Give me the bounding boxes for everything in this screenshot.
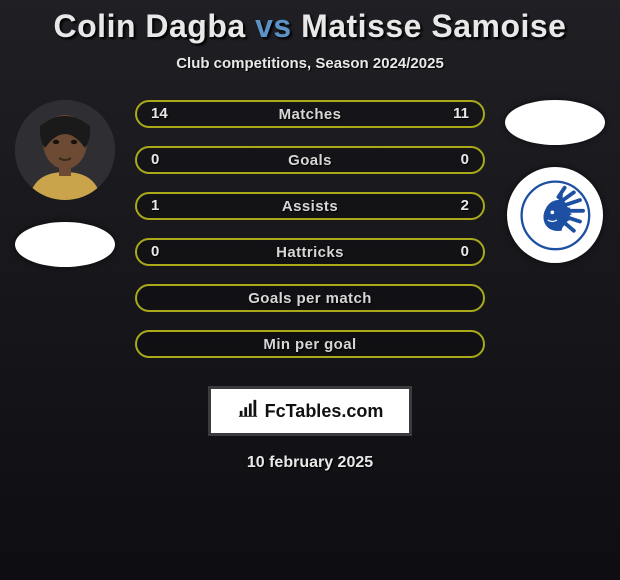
- player2-column: [499, 100, 611, 263]
- title-vs: vs: [255, 8, 292, 44]
- stat-right-value: 0: [461, 243, 469, 260]
- footer-site-name: FcTables.com: [265, 401, 384, 422]
- stat-left-value: 0: [151, 151, 159, 168]
- stat-right-value: 0: [461, 151, 469, 168]
- stat-right-value: 2: [461, 197, 469, 214]
- player2-team-crest: [507, 167, 603, 263]
- stat-label: Goals per match: [248, 290, 372, 307]
- player1-avatar: [15, 100, 115, 200]
- infographic-root: Colin Dagba vs Matisse Samoise Club comp…: [0, 0, 620, 472]
- stat-left-value: 1: [151, 197, 159, 214]
- stat-label: Goals: [288, 152, 332, 169]
- stat-row-hattricks: 0 Hattricks 0: [135, 238, 485, 266]
- stat-label: Assists: [282, 198, 338, 215]
- stat-row-min-per-goal: Min per goal: [135, 330, 485, 358]
- player1-column: [9, 100, 121, 267]
- infographic-date: 10 february 2025: [247, 454, 373, 472]
- stat-row-goals-per-match: Goals per match: [135, 284, 485, 312]
- footer-attribution: FcTables.com: [208, 386, 412, 436]
- stat-row-assists: 1 Assists 2: [135, 192, 485, 220]
- comparison-body: 14 Matches 11 0 Goals 0 1 Assists 2 0 Ha…: [0, 100, 620, 358]
- stat-row-matches: 14 Matches 11: [135, 100, 485, 128]
- stat-bars: 14 Matches 11 0 Goals 0 1 Assists 2 0 Ha…: [135, 100, 485, 358]
- title-player1: Colin Dagba: [54, 8, 246, 44]
- stat-left-value: 14: [151, 105, 168, 122]
- comparison-title: Colin Dagba vs Matisse Samoise: [54, 8, 567, 45]
- stat-label: Matches: [279, 106, 342, 123]
- chart-icon: [237, 398, 259, 425]
- player2-avatar-placeholder: [505, 100, 605, 145]
- subtitle: Club competitions, Season 2024/2025: [176, 55, 444, 72]
- stat-left-value: 0: [151, 243, 159, 260]
- stat-row-goals: 0 Goals 0: [135, 146, 485, 174]
- player1-team-logo: [15, 222, 115, 267]
- title-player2: Matisse Samoise: [301, 8, 566, 44]
- stat-right-value: 11: [453, 105, 469, 122]
- stat-label: Min per goal: [263, 336, 356, 353]
- stat-label: Hattricks: [276, 244, 344, 261]
